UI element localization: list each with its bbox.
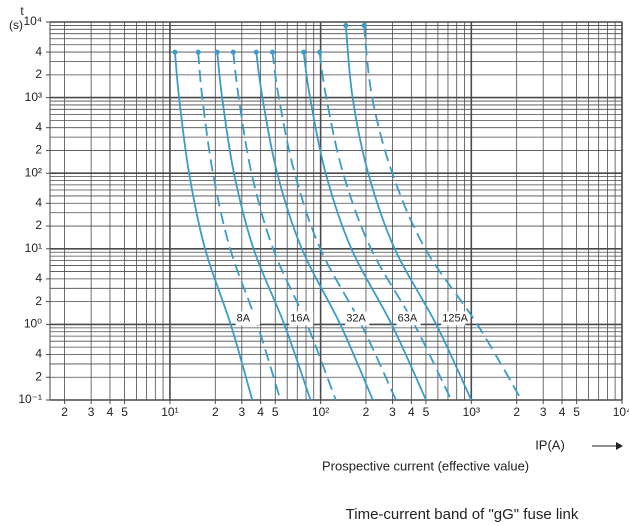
y-tick-label: 4 — [35, 347, 42, 361]
curve-start — [195, 49, 201, 55]
x-tick-label: 2 — [212, 405, 219, 419]
label-bg — [289, 311, 314, 326]
min-curve — [302, 51, 427, 401]
x-tick-label: 10⁴ — [613, 405, 629, 419]
min-curve — [174, 52, 254, 401]
label-bg — [441, 311, 466, 326]
x-tick-label: 5 — [423, 405, 430, 419]
curve-start — [301, 49, 307, 55]
x-tick-label: 3 — [238, 405, 245, 419]
y-axis-label: t — [20, 4, 24, 18]
y-tick-label: 2 — [35, 67, 42, 81]
series-label: 125A — [442, 312, 468, 324]
y-tick-label: 10³ — [25, 90, 42, 104]
y-tick-label: 2 — [35, 143, 42, 157]
y-tick-label: 4 — [35, 120, 42, 134]
curve-start — [343, 22, 349, 28]
curve-start — [172, 49, 178, 55]
max-curve — [271, 51, 397, 401]
y-tick-label: 10⁻¹ — [18, 392, 42, 406]
max-curve — [197, 52, 282, 401]
max-curve — [232, 51, 337, 401]
y-tick-label: 10² — [25, 165, 42, 179]
curve-start — [317, 49, 323, 55]
x-axis-subtitle: Prospective current (effective value) — [322, 458, 529, 473]
curve-start — [230, 49, 236, 55]
curve-start — [253, 49, 259, 55]
y-tick-label: 4 — [35, 195, 42, 209]
y-tick-label: 10⁰ — [24, 317, 42, 331]
x-tick-label: 4 — [107, 405, 114, 419]
caption: Time-current band of "gG" fuse link — [346, 506, 579, 523]
curve-start — [361, 22, 367, 28]
series-label: 8A — [237, 312, 251, 324]
max-curve — [363, 25, 523, 401]
label-bg — [235, 311, 260, 326]
x-tick-label: 4 — [408, 405, 415, 419]
curve-start — [214, 49, 220, 55]
label-bg — [345, 311, 370, 326]
min-curve — [255, 51, 374, 401]
x-axis-label: IP(A) — [535, 437, 565, 452]
y-tick-label: 2 — [35, 218, 42, 232]
y-tick-label: 4 — [35, 44, 42, 58]
x-tick-label: 3 — [88, 405, 95, 419]
x-tick-label: 10³ — [463, 405, 480, 419]
x-tick-label: 3 — [389, 405, 396, 419]
series-label: 16A — [290, 312, 310, 324]
y-tick-label: 10⁴ — [23, 14, 42, 28]
x-tick-label: 10² — [312, 405, 329, 419]
x-tick-label: 4 — [257, 405, 264, 419]
y-axis-unit: (s) — [9, 18, 23, 32]
series-label: 32A — [346, 312, 366, 324]
x-arrow-head — [616, 442, 623, 450]
y-tick-label: 4 — [35, 271, 42, 285]
x-tick-label: 4 — [559, 405, 566, 419]
y-tick-label: 10¹ — [25, 241, 42, 255]
min-curve — [344, 25, 473, 401]
plot-frame — [49, 21, 623, 401]
y-tick-label: 2 — [35, 369, 42, 383]
x-tick-label: 5 — [121, 405, 128, 419]
series-label: 63A — [398, 312, 418, 324]
x-tick-label: 10¹ — [161, 405, 178, 419]
max-curve — [318, 51, 453, 401]
x-tick-label: 2 — [61, 405, 68, 419]
x-tick-label: 5 — [573, 405, 580, 419]
curve-start — [269, 49, 275, 55]
label-bg — [396, 311, 421, 326]
x-tick-label: 2 — [363, 405, 370, 419]
min-curve — [216, 51, 312, 401]
x-tick-label: 5 — [272, 405, 279, 419]
x-tick-label: 2 — [513, 405, 520, 419]
y-tick-label: 2 — [35, 294, 42, 308]
x-tick-label: 3 — [540, 405, 547, 419]
